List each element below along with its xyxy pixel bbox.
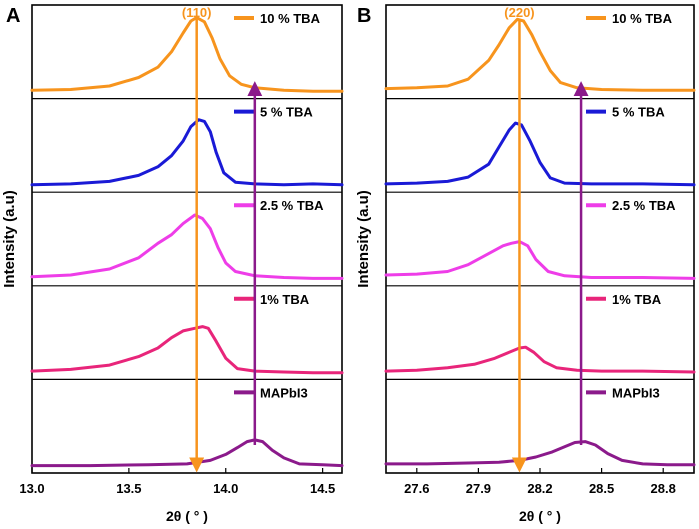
x-tick-label: 13.0 [19, 481, 44, 496]
peak-label: (110) [182, 5, 212, 20]
x-tick-label: 27.6 [404, 481, 429, 496]
x-tick-label: 28.5 [589, 481, 614, 496]
plot-frame [31, 4, 343, 474]
panel-b: 10 % TBA 5 % TBA 2.5 % TBA 1% TBA MAPbI3 (220… [355, 4, 696, 524]
series-line [384, 345, 696, 374]
x-axis-label: 2θ ( ° ) [519, 508, 561, 524]
x-tick-label: 28.8 [651, 481, 676, 496]
legend-label: 2.5 % TBA [260, 198, 324, 213]
panel-a: 10 % TBA 5 % TBA 2.5 % TBA 1% TBA MAPbI3 (110… [1, 4, 344, 524]
series-line [30, 213, 344, 280]
x-tick-label: 14.0 [213, 481, 238, 496]
x-tick-label: 27.9 [466, 481, 491, 496]
series-line [30, 438, 344, 468]
series-line [30, 325, 344, 375]
legend-label: MAPbI3 [260, 385, 308, 400]
panel-label: A [6, 5, 20, 27]
legend-label: 10 % TBA [612, 11, 673, 26]
legend-label: 2.5 % TBA [612, 198, 676, 213]
y-axis-label: Intensity (a.u) [355, 190, 372, 288]
x-tick-label: 13.5 [116, 481, 141, 496]
legend-label: 1% TBA [260, 292, 310, 307]
legend-label: 5 % TBA [260, 105, 313, 120]
panel-label: B [357, 5, 371, 27]
legend-label: 10 % TBA [260, 11, 321, 26]
legend-label: 1% TBA [612, 292, 662, 307]
series-line [384, 440, 696, 467]
series-line [30, 118, 344, 187]
x-tick-label: 14.5 [310, 481, 335, 496]
x-axis-label: 2θ ( ° ) [166, 508, 208, 524]
y-axis-label: Intensity (a.u) [1, 190, 18, 288]
legend-label: MAPbI3 [612, 385, 660, 400]
x-tick-label: 28.2 [527, 481, 552, 496]
legend-label: 5 % TBA [612, 105, 665, 120]
peak-label: (220) [504, 5, 534, 20]
